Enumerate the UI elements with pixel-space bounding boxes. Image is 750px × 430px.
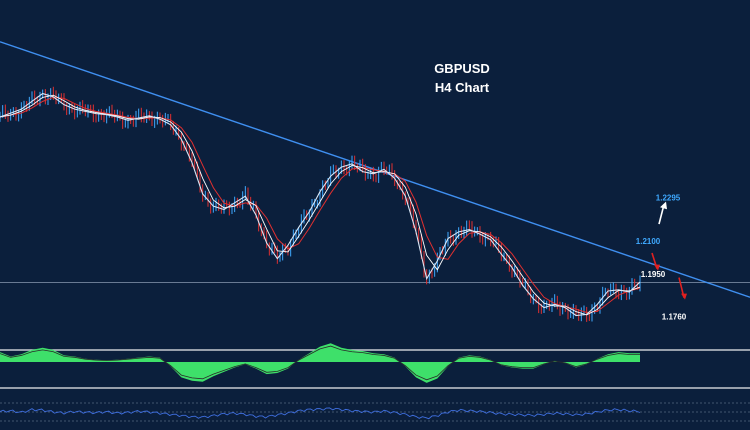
arrow-down-head [654, 264, 660, 271]
rsi-line [0, 407, 641, 420]
oscillator-signal [0, 345, 640, 381]
level-label: 1.1760 [662, 313, 687, 322]
level-label: 1.2295 [656, 193, 681, 202]
level-label: 1.1950 [641, 270, 666, 279]
arrow-up-head [660, 201, 667, 210]
moving-average-slow [0, 96, 641, 314]
trendline [0, 41, 750, 298]
moving-average-fast [0, 94, 641, 316]
chart-subtitle: H4 Chart [435, 80, 490, 95]
oscillator-area [0, 343, 640, 383]
arrow-down-head [681, 293, 687, 300]
chart-title: GBPUSD [434, 61, 490, 76]
level-label: 1.2100 [636, 237, 661, 246]
price-line [0, 92, 641, 317]
